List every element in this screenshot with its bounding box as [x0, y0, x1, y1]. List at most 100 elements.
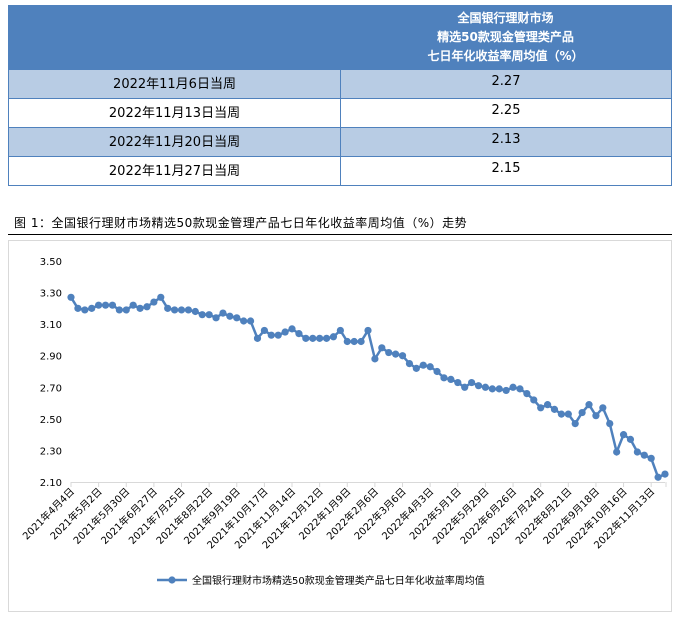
- data-point: [322, 334, 331, 342]
- data-point: [240, 317, 248, 325]
- data-point: [171, 306, 179, 314]
- data-point: [274, 331, 282, 339]
- week-cell: 2022年11月6日当周: [9, 70, 341, 98]
- y-tick-label: 2.70: [40, 383, 62, 394]
- caption-divider: [8, 234, 672, 235]
- data-point: [433, 367, 441, 376]
- data-point: [647, 454, 655, 462]
- table-row: 2022年11月27日当周 2.15: [9, 156, 671, 185]
- data-point: [219, 309, 227, 317]
- data-point: [571, 419, 579, 428]
- data-point: [150, 298, 158, 306]
- data-point: [316, 334, 324, 342]
- data-point: [108, 301, 117, 309]
- value-cell: 2.27: [491, 74, 521, 89]
- data-point: [253, 334, 262, 342]
- value-cell: 2.13: [491, 132, 521, 147]
- data-point: [95, 301, 103, 309]
- data-point: [336, 326, 344, 335]
- chart-frame: [8, 240, 672, 612]
- data-point: [357, 337, 365, 346]
- data-point: [654, 473, 662, 481]
- data-point: [398, 352, 407, 360]
- data-point: [343, 337, 351, 346]
- data-point: [626, 435, 635, 443]
- data-point: [412, 364, 420, 372]
- data-point: [474, 382, 483, 390]
- table-row: 2022年11月20日当周 2.13: [9, 127, 671, 156]
- table-row: 2022年11月13日当周 2.25: [9, 98, 671, 127]
- data-point: [226, 312, 234, 320]
- y-tick-label: 2.90: [40, 352, 62, 363]
- series-line: [69, 295, 666, 479]
- header-line: 全国银行理财市场: [457, 11, 554, 25]
- data-point: [447, 375, 455, 383]
- data-point: [350, 337, 358, 346]
- header-line: 七日年化收益率周均值（%）: [427, 49, 584, 63]
- data-point: [246, 317, 255, 325]
- data-point: [177, 306, 186, 314]
- data-point: [419, 361, 427, 369]
- table-row: 2022年11月6日当周 2.27: [9, 69, 671, 98]
- data-point: [640, 451, 648, 459]
- data-point: [302, 334, 310, 342]
- data-point: [516, 385, 524, 393]
- data-point: [502, 386, 510, 395]
- data-point: [143, 303, 151, 311]
- data-point: [67, 293, 75, 301]
- value-cell: 2.25: [491, 103, 521, 118]
- data-point: [164, 304, 172, 312]
- data-point: [191, 307, 199, 316]
- legend-marker-icon: [168, 576, 176, 584]
- data-point: [481, 383, 490, 391]
- data-point: [585, 401, 593, 409]
- data-point: [633, 448, 641, 456]
- data-point: [115, 306, 123, 314]
- legend-label: 全国银行理财市场精选50款现金管理类产品七日年化收益率周均值: [192, 574, 485, 587]
- week-cell: 2022年11月27日当周: [9, 157, 341, 185]
- data-point: [74, 304, 82, 312]
- y-tick-label: 2.30: [40, 446, 62, 457]
- data-point: [530, 396, 538, 404]
- data-point: [488, 385, 496, 393]
- data-point: [440, 374, 448, 382]
- data-point: [606, 419, 614, 428]
- table-header: 全国银行理财市场 精选50款现金管理类产品 七日年化收益率周均值（%）: [9, 6, 671, 69]
- data-point: [537, 404, 545, 412]
- y-tick-label: 2.10: [40, 478, 62, 489]
- data-point: [295, 330, 303, 338]
- data-point: [392, 350, 400, 358]
- data-point: [613, 448, 621, 456]
- data-point: [378, 344, 386, 352]
- data-point: [198, 311, 206, 319]
- data-point: [405, 360, 414, 368]
- data-point: [260, 326, 268, 335]
- data-point: [454, 378, 462, 387]
- data-point: [212, 314, 220, 322]
- data-point: [136, 304, 144, 312]
- data-point: [543, 401, 552, 409]
- data-point: [184, 306, 193, 314]
- week-cell: 2022年11月20日当周: [9, 128, 341, 156]
- data-point: [205, 311, 213, 319]
- data-point: [661, 470, 669, 478]
- data-point: [267, 331, 275, 339]
- data-point: [564, 410, 572, 418]
- data-point: [129, 301, 137, 309]
- data-point: [364, 326, 372, 335]
- data-point: [599, 404, 607, 412]
- data-point: [550, 405, 559, 413]
- data-point: [122, 306, 130, 314]
- data-point: [592, 412, 600, 420]
- y-tick-label: 2.50: [40, 415, 62, 426]
- y-tick-label: 3.30: [40, 289, 62, 300]
- data-point: [88, 304, 96, 312]
- data-point: [619, 431, 628, 439]
- data-point: [81, 306, 89, 314]
- y-tick-label: 3.50: [40, 257, 62, 268]
- data-point: [371, 355, 379, 363]
- week-cell: 2022年11月13日当周: [9, 99, 341, 127]
- data-point: [557, 410, 565, 418]
- data-point: [426, 363, 434, 371]
